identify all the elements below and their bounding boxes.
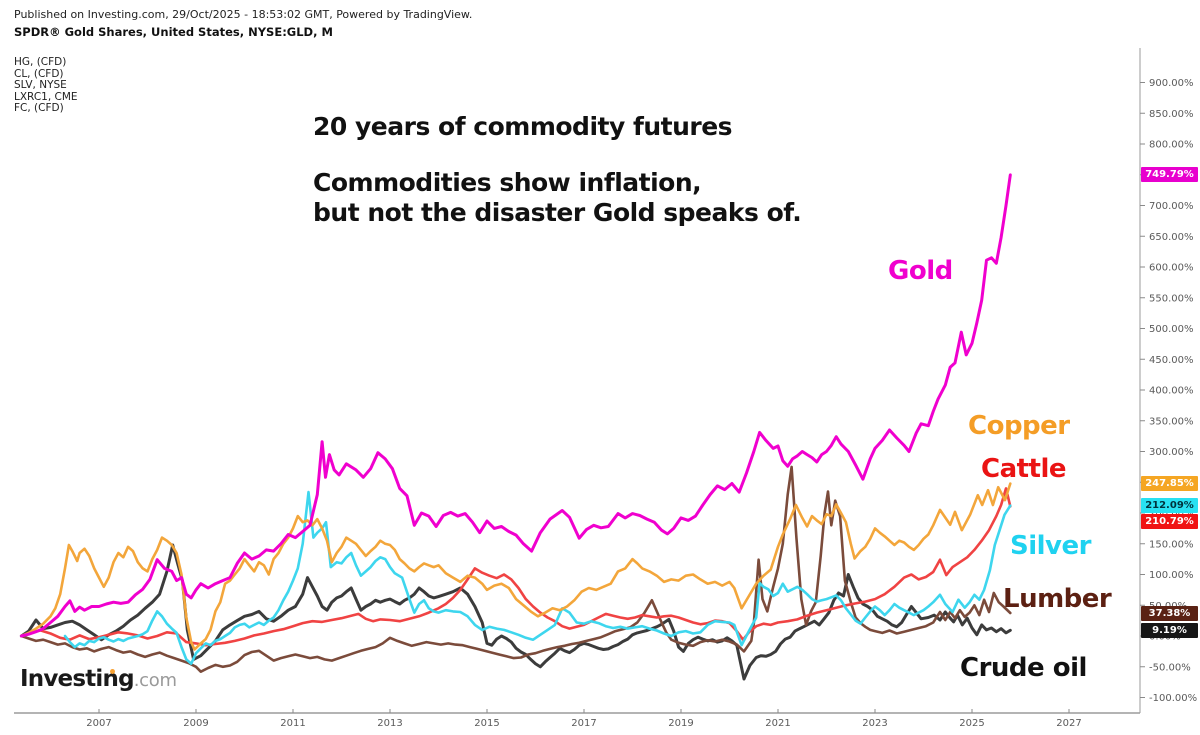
price-badge-copper: 247.85% [1141, 476, 1198, 492]
price-badge-silver: 212.09% [1141, 498, 1198, 514]
y-tick-label: 350.00% [1149, 416, 1194, 427]
y-tick-label: 400.00% [1149, 386, 1194, 397]
instrument-list: HG, (CFD) CL, (CFD) SLV, NYSE LXRC1, CME FC,… [14, 56, 78, 115]
symbol-title: SPDR® Gold Shares, United States, NYSE:G… [14, 25, 333, 39]
instrument-3: LXRC1, CME [14, 90, 78, 103]
y-tick-label: 300.00% [1149, 447, 1194, 458]
x-tick-label: 2019 [668, 718, 693, 729]
instrument-4: FC, (CFD) [14, 102, 64, 114]
annotation-title: 20 years of commodity futures [313, 112, 733, 141]
series-line-gold [19, 173, 1012, 638]
x-tick-label: 2027 [1056, 718, 1081, 729]
investing-logo-tld: .com [133, 670, 177, 691]
series-line-cattle [20, 487, 1012, 647]
annotation-message: Commodities show inflation, but not the … [313, 168, 802, 228]
y-tick-label: 500.00% [1149, 324, 1194, 335]
investing-logo: Investing.com [20, 666, 177, 692]
series-line-copper [20, 482, 1012, 651]
y-tick-label: 150.00% [1149, 539, 1194, 550]
x-tick-label: 2017 [571, 718, 596, 729]
series-label-gold: Gold [888, 256, 953, 286]
y-tick-label: 450.00% [1149, 355, 1194, 366]
x-tick-label: 2015 [474, 718, 499, 729]
y-tick-label: 700.00% [1149, 201, 1194, 212]
annotation-message-line1: Commodities show inflation, [313, 168, 702, 197]
published-line: Published on Investing.com, 29/Oct/2025 … [14, 8, 473, 21]
instrument-1: CL, (CFD) [14, 67, 64, 80]
x-tick-label: 2009 [183, 718, 208, 729]
series-label-lumber: Lumber [1003, 584, 1112, 614]
y-tick-label: 550.00% [1149, 293, 1194, 304]
price-badge-gold: 749.79% [1141, 167, 1198, 183]
x-tick-label: 2013 [377, 718, 402, 729]
y-tick-label: 850.00% [1149, 109, 1194, 120]
investing-logo-text: Investing [20, 666, 135, 692]
y-tick-label: 200.00% [1149, 509, 1194, 520]
x-tick-label: 2023 [862, 718, 887, 729]
x-tick-label: 2025 [959, 718, 984, 729]
logo-orange-dot-icon [110, 669, 115, 674]
instrument-0: HG, (CFD) [14, 56, 67, 68]
y-tick-label: -50.00% [1149, 662, 1191, 673]
series-label-silver: Silver [1010, 531, 1091, 561]
y-tick-label: 100.00% [1149, 570, 1194, 581]
x-tick-label: 2007 [86, 718, 111, 729]
instrument-2: SLV, NYSE [14, 79, 67, 91]
y-tick-label: -100.00% [1149, 693, 1197, 704]
x-tick-label: 2011 [280, 718, 305, 729]
series-label-crude-oil: Crude oil [960, 653, 1087, 683]
series-line-lumber [20, 465, 1012, 674]
price-badge-lumber: 37.38% [1141, 605, 1198, 621]
y-tick-label: 800.00% [1149, 140, 1194, 151]
annotation-message-line2: but not the disaster Gold speaks of. [313, 198, 802, 227]
price-badge-cattle: 210.79% [1141, 514, 1198, 530]
series-line-silver [63, 490, 1012, 666]
y-tick-label: 900.00% [1149, 78, 1194, 89]
x-tick-label: 2021 [765, 718, 790, 729]
series-label-copper: Copper [968, 411, 1070, 441]
series-label-cattle: Cattle [981, 454, 1067, 484]
y-tick-label: 600.00% [1149, 263, 1194, 274]
price-badge-crude-oil: 9.19% [1141, 622, 1198, 638]
y-tick-label: 650.00% [1149, 232, 1194, 243]
